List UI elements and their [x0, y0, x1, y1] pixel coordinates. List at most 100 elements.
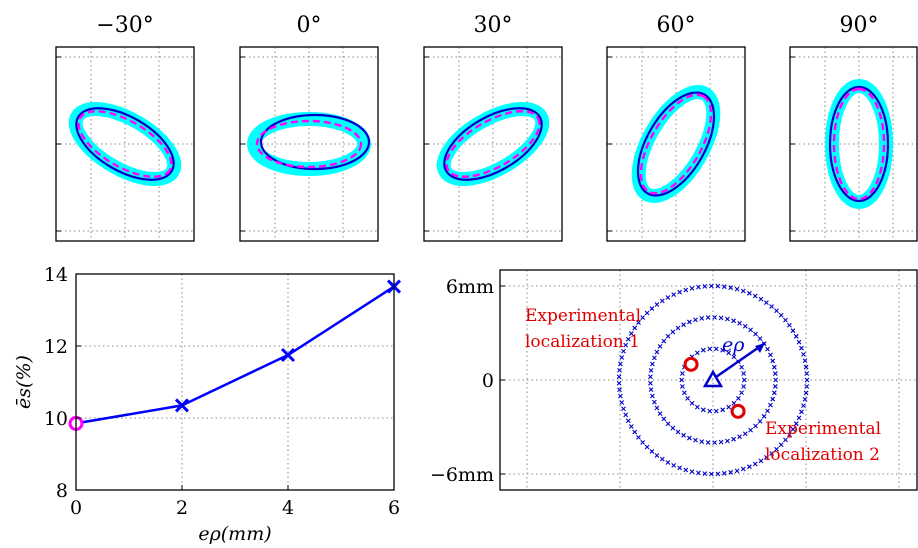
- ring-point-marker: [693, 317, 698, 323]
- y-axis-label: ēs(%): [13, 355, 35, 409]
- panel-grid: [240, 47, 378, 241]
- scatter-marks: [683, 341, 766, 419]
- ring-point-marker: [731, 318, 736, 324]
- ring-point-marker: [683, 467, 689, 473]
- ring-point-marker: [740, 466, 746, 472]
- x-tick-label: 2: [176, 497, 188, 519]
- marker-stroke: [625, 418, 631, 424]
- marker-stroke: [705, 440, 711, 445]
- marker-stroke: [757, 418, 763, 424]
- ring-point-marker: [670, 329, 676, 335]
- ring-point-marker: [803, 390, 809, 396]
- ring-point-marker: [739, 364, 745, 370]
- marker-stroke: [712, 314, 718, 320]
- marker-stroke: [657, 343, 663, 349]
- ring-point-marker: [778, 312, 784, 318]
- marker-stroke: [773, 377, 779, 383]
- marker-stroke: [640, 315, 646, 321]
- ring-point-marker: [618, 393, 623, 399]
- ring-point-marker: [677, 289, 683, 295]
- ring-point-marker: [659, 298, 665, 304]
- ring-point-marker: [712, 440, 718, 446]
- marker-stroke: [687, 435, 692, 441]
- marker-stroke: [804, 384, 810, 389]
- ring-point-marker: [804, 371, 810, 376]
- marker-stroke: [632, 429, 638, 435]
- annotation-2-line2: localization 2: [765, 445, 880, 465]
- ring-point-marker: [737, 434, 742, 440]
- marker-stroke: [708, 471, 714, 477]
- marker-stroke: [726, 404, 732, 410]
- ring-point-marker: [657, 411, 663, 417]
- ring-point-marker: [715, 283, 721, 289]
- ring-point-marker: [617, 367, 622, 373]
- ellipse-panel-30: 30°: [423, 13, 563, 242]
- x-axis-label: eρ(mm): [198, 523, 271, 545]
- ring-point-marker: [746, 290, 752, 296]
- marker-stroke: [787, 322, 792, 328]
- ring-point-marker: [715, 471, 721, 477]
- panel-ellipses: [436, 102, 550, 187]
- marker-stroke: [671, 292, 677, 298]
- marker-stroke: [768, 402, 773, 408]
- marker-stroke: [636, 434, 641, 440]
- marker-stroke: [693, 437, 698, 443]
- experimental-localization-1-marker: [683, 356, 699, 372]
- ring-point-marker: [758, 296, 764, 302]
- marker-stroke: [712, 440, 718, 446]
- marker-stroke: [650, 361, 655, 367]
- marker-stroke: [804, 377, 810, 383]
- marker-stroke: [769, 451, 774, 456]
- ring-point-marker: [725, 438, 730, 444]
- marker-stroke: [731, 436, 736, 442]
- marker-stroke: [681, 432, 686, 438]
- marker-stroke: [617, 367, 622, 373]
- marker-stroke: [623, 412, 629, 418]
- marker-stroke: [636, 320, 641, 326]
- marker-stroke: [793, 333, 799, 339]
- marker-stroke: [644, 310, 650, 316]
- ring-point-marker: [734, 468, 740, 474]
- marker-stroke: [650, 393, 655, 399]
- ring-point-marker: [713, 346, 719, 352]
- ring-point-marker: [739, 390, 745, 396]
- marker-stroke: [770, 396, 776, 402]
- panel-frame: [239, 46, 379, 242]
- ring-point-marker: [616, 374, 622, 380]
- ring-point-marker: [705, 315, 711, 320]
- estimated-ellipse: [259, 113, 371, 171]
- marker-stroke: [665, 333, 671, 339]
- ring-point-marker: [650, 393, 655, 399]
- marker-stroke: [715, 471, 721, 477]
- ring-point-marker: [774, 446, 779, 452]
- marker-stroke: [725, 438, 730, 444]
- marker-stroke: [771, 364, 777, 370]
- ring-point-marker: [731, 436, 736, 442]
- ring-point-marker: [721, 470, 727, 476]
- ring-point-marker: [679, 377, 685, 383]
- ring-point-marker: [649, 306, 655, 311]
- marker-stroke: [802, 396, 808, 402]
- ring-point-marker: [693, 437, 698, 443]
- ring-point-marker: [654, 349, 660, 355]
- error-series-line: [75, 285, 395, 425]
- ring-point-marker: [648, 387, 654, 393]
- ring-point-marker: [681, 432, 686, 438]
- ring-point-marker: [705, 440, 711, 445]
- x-tick-label: 0: [70, 497, 82, 519]
- marker-stroke: [799, 345, 804, 351]
- ring-point-marker: [720, 347, 726, 353]
- marker-stroke: [677, 289, 683, 295]
- x-tick-label: 4: [282, 497, 294, 519]
- marker-stroke: [802, 358, 808, 364]
- ring-point-marker: [741, 371, 747, 376]
- ring-point-marker: [742, 431, 748, 437]
- radius-arrow-label: eρ: [722, 334, 745, 356]
- experimental-localization-2-marker: [730, 403, 746, 419]
- marker-stroke: [801, 403, 806, 409]
- ring-point-marker: [748, 427, 754, 433]
- ring-point-marker: [689, 469, 695, 475]
- panel-grid: [607, 47, 745, 241]
- ellipse-panel-0: 0°: [239, 13, 379, 242]
- panel-title: 60°: [657, 13, 696, 38]
